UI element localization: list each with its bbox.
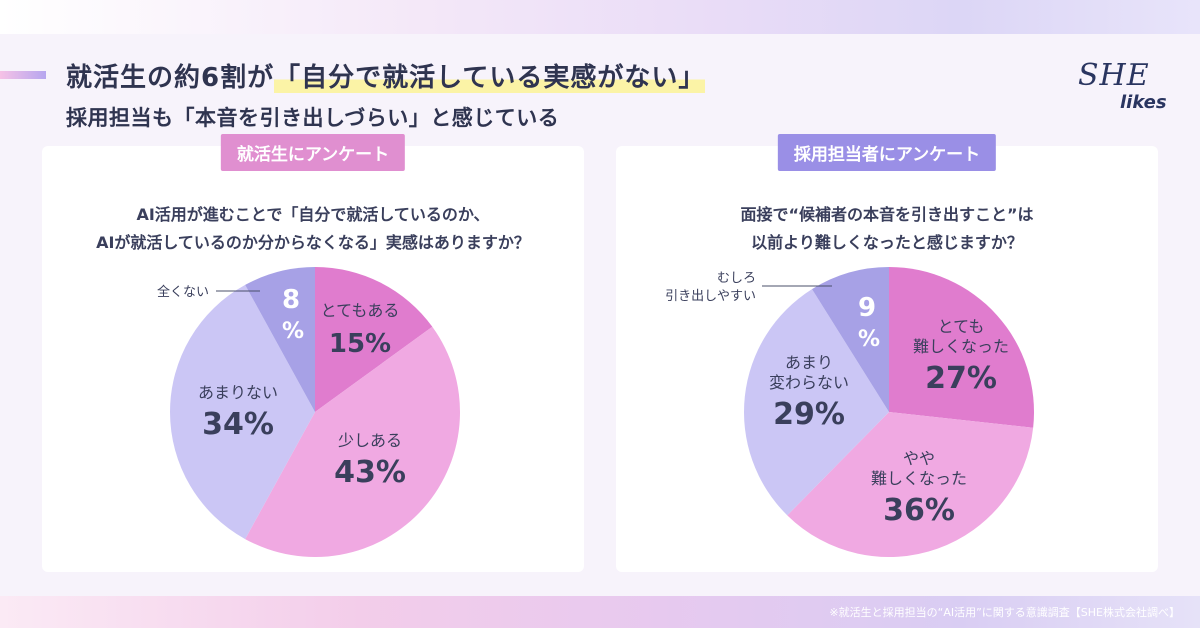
student-pie-chart: とてもある 15% 少しある 43% あまりない 34% 8% 全くない (157, 267, 461, 557)
bottom-decor-band (0, 596, 1200, 628)
slice-label: とてもある (321, 301, 400, 320)
slice-percent-sign: % (858, 327, 880, 352)
slice-label: 難しくなった (871, 469, 967, 488)
pie-slice-1 (787, 412, 1034, 557)
student-survey-tag: 就活生にアンケート (220, 134, 406, 171)
slice-label: 変わらない (769, 373, 849, 392)
pie-slice-3 (811, 267, 889, 412)
slice-label: 引き出しやすい (665, 289, 756, 304)
logo-she: SHE (1078, 58, 1150, 93)
pie-slice-3 (245, 267, 315, 412)
recruiter-survey-tag: 採用担当者にアンケート (777, 134, 997, 171)
pie-slice-2 (170, 284, 315, 540)
slice-label-group-0: とてもある 15% (321, 301, 400, 359)
slice-label: むしろ (717, 271, 756, 286)
title-prefix: 就活生の約6割が (66, 63, 275, 93)
pie-slice-2 (744, 289, 889, 516)
slice-label: あまりない (198, 383, 278, 402)
source-footnote: ※就活生と採用担当の“AI活用”に関する意識調査【SHE株式会社調べ】 (829, 606, 1180, 619)
question-line-2: AIが就活しているのか分からなくなる」実感はありますか？ (96, 233, 530, 252)
slice-label-group-2: あまりない 34% (198, 383, 278, 442)
slice-label: 少しある (338, 431, 402, 450)
top-decor-band (0, 0, 1200, 34)
title-highlight: 「自分で就活している実感がない」 (274, 63, 706, 93)
recruiter-survey-card: 採用担当者にアンケート 面接で“候補者の本音を引き出すこと”は 以前より難しくな… (616, 134, 1158, 572)
student-survey-question: AI活用が進むことで「自分で就活しているのか、 AIが就活しているのか分からなく… (42, 201, 584, 257)
logo-likes: likes (1120, 92, 1167, 113)
brand-logo: SHE likes (1068, 58, 1178, 124)
recruiter-pie-chart: とても難しくなった27%やや難しくなった36%あまり変わらない29%9%むしろ引… (665, 267, 1034, 557)
slice-percent: 27% (925, 361, 997, 396)
slice-percent: 43% (334, 455, 406, 490)
slice-percent: 34% (202, 407, 274, 442)
question-line-1: AI活用が進むことで「自分で就活しているのか、 (136, 205, 490, 224)
slice-percent: 8 (282, 285, 300, 315)
slice-percent: 15% (329, 329, 391, 359)
slice-percent-sign: % (282, 319, 304, 344)
question-line-2: 以前より難しくなったと感じますか？ (751, 233, 1023, 252)
slice-percent: 29% (773, 397, 845, 432)
slice-label-group-1: 少しある 43% (334, 431, 406, 490)
page-title: 就活生の約6割が「自分で就活している実感がない」 (66, 57, 706, 94)
slice-label: やや (903, 449, 935, 468)
page-subtitle: 採用担当も「本音を引き出しづらい」と感じている (66, 106, 560, 130)
slice-label: とても (938, 317, 985, 336)
slice-label: 全くない (157, 284, 209, 300)
slice-label: あまり (785, 353, 833, 372)
slice-percent: 36% (883, 493, 955, 528)
pie-slice-0 (889, 267, 1034, 428)
student-survey-card: 就活生にアンケート AI活用が進むことで「自分で就活しているのか、 AIが就活し… (42, 134, 584, 572)
pie-slice-1 (245, 326, 461, 557)
question-line-1: 面接で“候補者の本音を引き出すこと”は (740, 205, 1034, 224)
slice-label: 難しくなった (913, 337, 1009, 356)
pie-slice-0 (315, 267, 433, 412)
slice-percent: 9 (858, 293, 876, 323)
title-accent-bar (0, 71, 46, 79)
recruiter-survey-question: 面接で“候補者の本音を引き出すこと”は 以前より難しくなったと感じますか？ (616, 201, 1158, 257)
